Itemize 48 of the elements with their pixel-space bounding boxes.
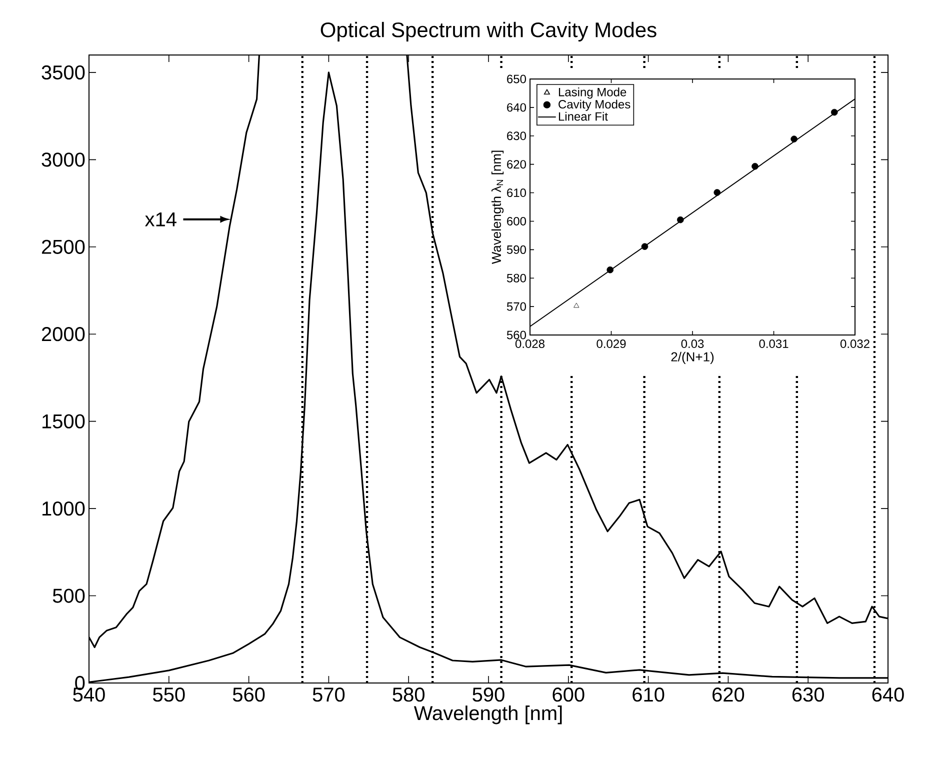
point: [714, 189, 721, 196]
point: [790, 136, 798, 142]
y-tick-label: 620: [507, 160, 526, 169]
point: [574, 302, 580, 308]
x-axis-title: 2/(N+1): [671, 352, 714, 364]
x-tick-label: 550: [153, 688, 185, 702]
legend-label: Lasing Mode: [558, 88, 626, 99]
y-tick-label: 3000: [42, 152, 85, 167]
point: [606, 266, 614, 274]
y-tick-label: 590: [506, 245, 526, 254]
x-axis-title: Wavelength [nm]: [414, 706, 562, 724]
x-tick-label: 560: [232, 688, 265, 702]
x-tick-label: 570: [312, 688, 345, 702]
x-tick-label: 0.03: [681, 340, 704, 348]
x-tick-label: 0.029: [596, 340, 626, 348]
point: [830, 108, 838, 116]
point: [641, 243, 648, 250]
y-tick-label: 600: [507, 216, 526, 226]
x-tick-label: 590: [472, 688, 504, 702]
x-tick-label: 620: [712, 688, 744, 702]
y-tick-label: 1500: [42, 414, 85, 428]
y-tick-label: 650: [507, 74, 526, 84]
y-tick-label: 560: [506, 330, 526, 340]
y-tick-label: 2500: [42, 240, 85, 254]
x-tick-label: 580: [392, 688, 424, 702]
point: [752, 162, 758, 170]
x-tick-label: 600: [552, 688, 584, 702]
y-tick-label: 2000: [42, 327, 85, 342]
legend-label: Cavity Modes: [558, 100, 630, 111]
x-tick-label: 610: [632, 688, 664, 702]
x-tick-label: 630: [792, 688, 824, 702]
x-tick-label: 0.032: [840, 340, 870, 348]
y-tick-label: 630: [507, 132, 526, 140]
y-tick-label: 580: [506, 274, 526, 282]
legend-label: Linear Fit: [558, 112, 608, 121]
chart-title: Optical Spectrum with Cavity Modes: [320, 22, 656, 42]
x-tick-label: 0.031: [759, 340, 788, 348]
y-tick-label: 500: [52, 588, 85, 603]
annotation: x14: [145, 212, 176, 226]
x-tick-label: 0.028: [515, 340, 544, 348]
x-tick-label: 640: [872, 688, 904, 702]
y-tick-label: 570: [506, 302, 526, 311]
y-tick-label: 640: [507, 103, 526, 112]
y-tick-label: 610: [507, 188, 526, 198]
y-tick-label: 3500: [42, 65, 85, 80]
y-tick-label: 1000: [42, 501, 85, 516]
y-axis-title: Wavelength λ$_{N}$ [nm]: [491, 150, 504, 264]
point: [677, 216, 684, 224]
